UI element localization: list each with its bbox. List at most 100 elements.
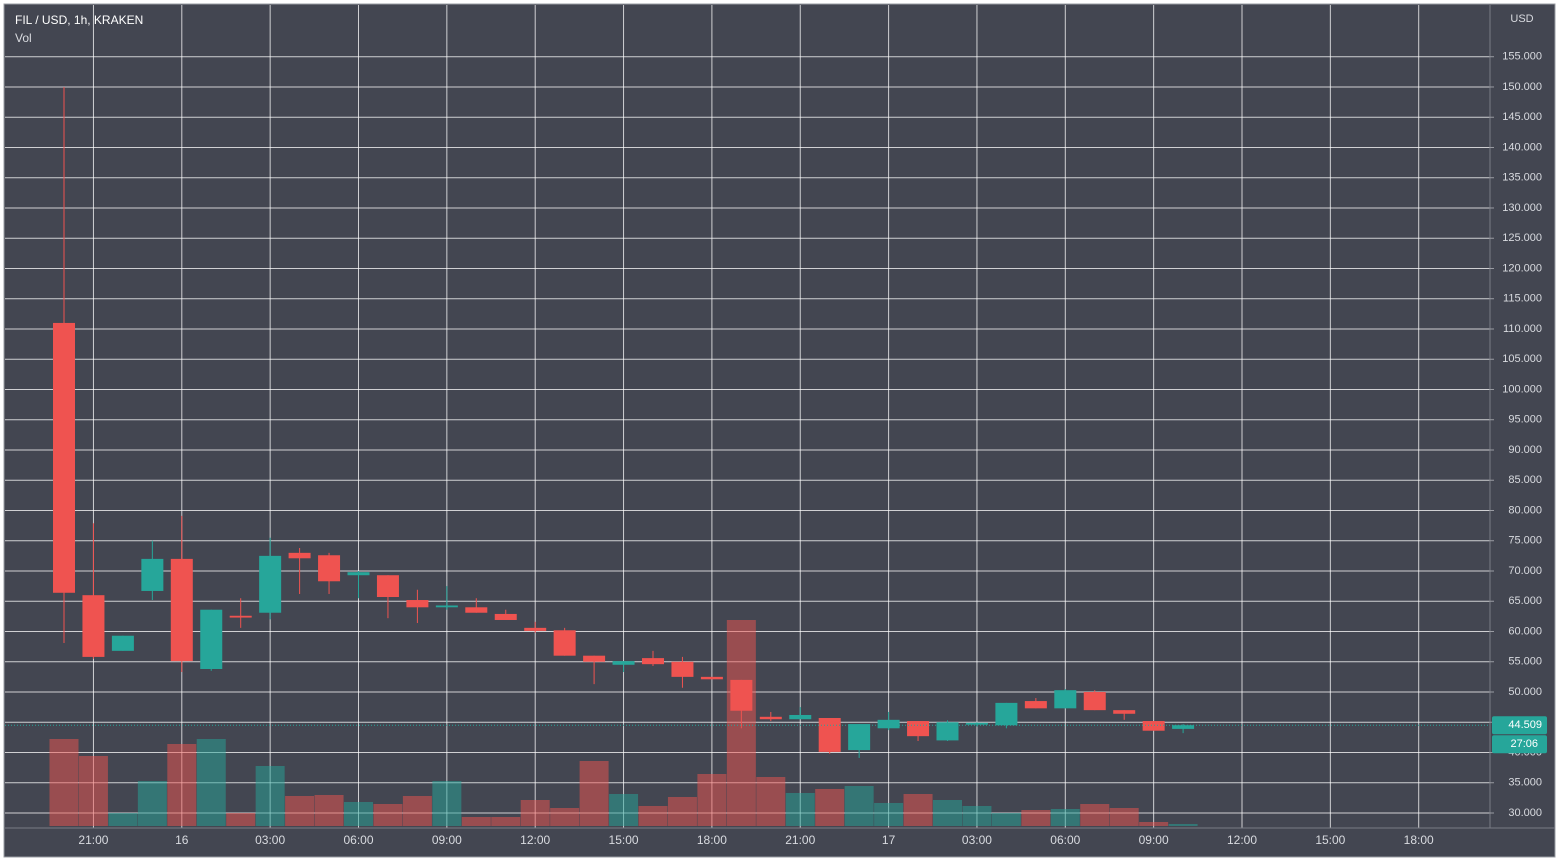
- volume-bar: [638, 806, 668, 826]
- y-tick-label: 30.000: [1508, 807, 1542, 819]
- volume-bar: [1050, 809, 1080, 826]
- volume-bar: [933, 800, 962, 826]
- volume-bar: [520, 800, 550, 826]
- volume-bar: [461, 817, 491, 826]
- candle-body: [1172, 725, 1195, 729]
- candle-body: [789, 714, 812, 720]
- last-price-box: [1492, 716, 1547, 735]
- y-tick-label: 35.000: [1508, 777, 1542, 789]
- volume-bar: [108, 813, 138, 826]
- countdown-box: [1492, 735, 1547, 754]
- candle-body: [848, 724, 871, 751]
- y-tick-label: 70.000: [1508, 565, 1542, 577]
- volume-bar: [1168, 824, 1198, 826]
- last-price-label: 44.509: [1508, 719, 1542, 731]
- volume-bar: [785, 793, 815, 826]
- volume-bar: [579, 761, 609, 826]
- x-tick-label: 03:00: [255, 833, 285, 847]
- candle-body: [583, 655, 606, 662]
- x-tick-label: 03:00: [962, 833, 992, 847]
- y-tick-label: 105.000: [1502, 353, 1542, 365]
- candle-body: [82, 595, 105, 657]
- volume-bar: [550, 808, 580, 826]
- volume-bar: [991, 813, 1021, 826]
- y-tick-label: 150.000: [1502, 81, 1542, 93]
- grid: [5, 5, 1490, 828]
- candle-body: [1024, 701, 1047, 709]
- y-tick-label: 90.000: [1508, 444, 1542, 456]
- y-tick-label: 85.000: [1508, 474, 1542, 486]
- volume-bar: [609, 794, 639, 826]
- y-tick-label: 130.000: [1502, 202, 1542, 214]
- candle-body: [170, 558, 193, 662]
- x-tick-label: 18:00: [697, 833, 727, 847]
- y-tick-label: 140.000: [1502, 141, 1542, 153]
- x-tick-label: 21:00: [78, 833, 108, 847]
- y-tick-label: 120.000: [1502, 262, 1542, 274]
- y-tick-label: 65.000: [1508, 595, 1542, 607]
- candle-body: [1054, 690, 1077, 709]
- y-tick-label: 75.000: [1508, 535, 1542, 547]
- x-tick-label: 12:00: [1227, 833, 1257, 847]
- volume-bar: [1021, 810, 1051, 826]
- x-tick-label: 09:00: [1139, 833, 1169, 847]
- candle-body: [936, 722, 959, 741]
- volume-bar: [226, 813, 256, 826]
- volume-pane: [49, 620, 1198, 826]
- chart-title: FIL / USD, 1h, KRAKEN: [15, 13, 143, 27]
- x-tick-label: 06:00: [343, 833, 373, 847]
- volume-bar: [78, 756, 108, 826]
- candle-body: [1113, 710, 1136, 714]
- candle-body: [965, 722, 988, 725]
- candle-body: [671, 661, 694, 677]
- volume-bar: [344, 802, 373, 826]
- candle-body: [406, 600, 429, 608]
- candle-body: [111, 635, 134, 651]
- volume-bar: [285, 796, 315, 826]
- countdown-label: 27:06: [1510, 738, 1538, 750]
- volume-bar: [1139, 822, 1169, 826]
- candle-body: [553, 630, 576, 656]
- candle-body: [759, 716, 782, 720]
- volume-bar: [255, 766, 285, 826]
- candle-body: [229, 615, 252, 618]
- candle-body: [288, 552, 311, 559]
- candle-body: [259, 555, 282, 613]
- chart-subtitle: Vol: [15, 31, 32, 45]
- volume-bar: [314, 795, 344, 826]
- x-tick-label: 15:00: [609, 833, 639, 847]
- candle-body: [642, 658, 664, 665]
- y-tick-label: 110.000: [1503, 323, 1542, 335]
- volume-bar: [697, 774, 727, 826]
- volume-bar: [491, 817, 521, 826]
- volume-bar: [196, 739, 226, 826]
- candle-body: [318, 555, 341, 582]
- volume-bar: [402, 796, 432, 826]
- volume-bar: [962, 806, 992, 826]
- y-tick-label: 115.000: [1503, 293, 1542, 305]
- volume-bar: [1109, 808, 1139, 826]
- candle-body: [612, 661, 635, 665]
- candle-body: [877, 719, 900, 729]
- y-tick-label: 55.000: [1508, 656, 1542, 668]
- candle-body: [1142, 721, 1165, 731]
- y-tick-label: 145.000: [1502, 111, 1542, 123]
- volume-bar: [49, 739, 79, 826]
- volume-bar: [137, 781, 167, 826]
- volume-bar: [167, 744, 197, 826]
- candle-body: [700, 676, 723, 680]
- candle-body: [818, 718, 841, 752]
- volume-bar: [373, 804, 403, 826]
- y-tick-label: 100.000: [1502, 383, 1542, 395]
- candle-body: [347, 572, 370, 576]
- y-tick-label: 50.000: [1508, 686, 1542, 698]
- candle-body: [907, 721, 930, 737]
- candle-body: [53, 322, 75, 593]
- x-tick-label: 09:00: [432, 833, 462, 847]
- y-tick-label: 60.000: [1508, 625, 1542, 637]
- chart-background: [3, 3, 1556, 858]
- candle-body: [995, 702, 1018, 726]
- volume-bar: [874, 803, 904, 826]
- y-tick-label: 95.000: [1508, 414, 1542, 426]
